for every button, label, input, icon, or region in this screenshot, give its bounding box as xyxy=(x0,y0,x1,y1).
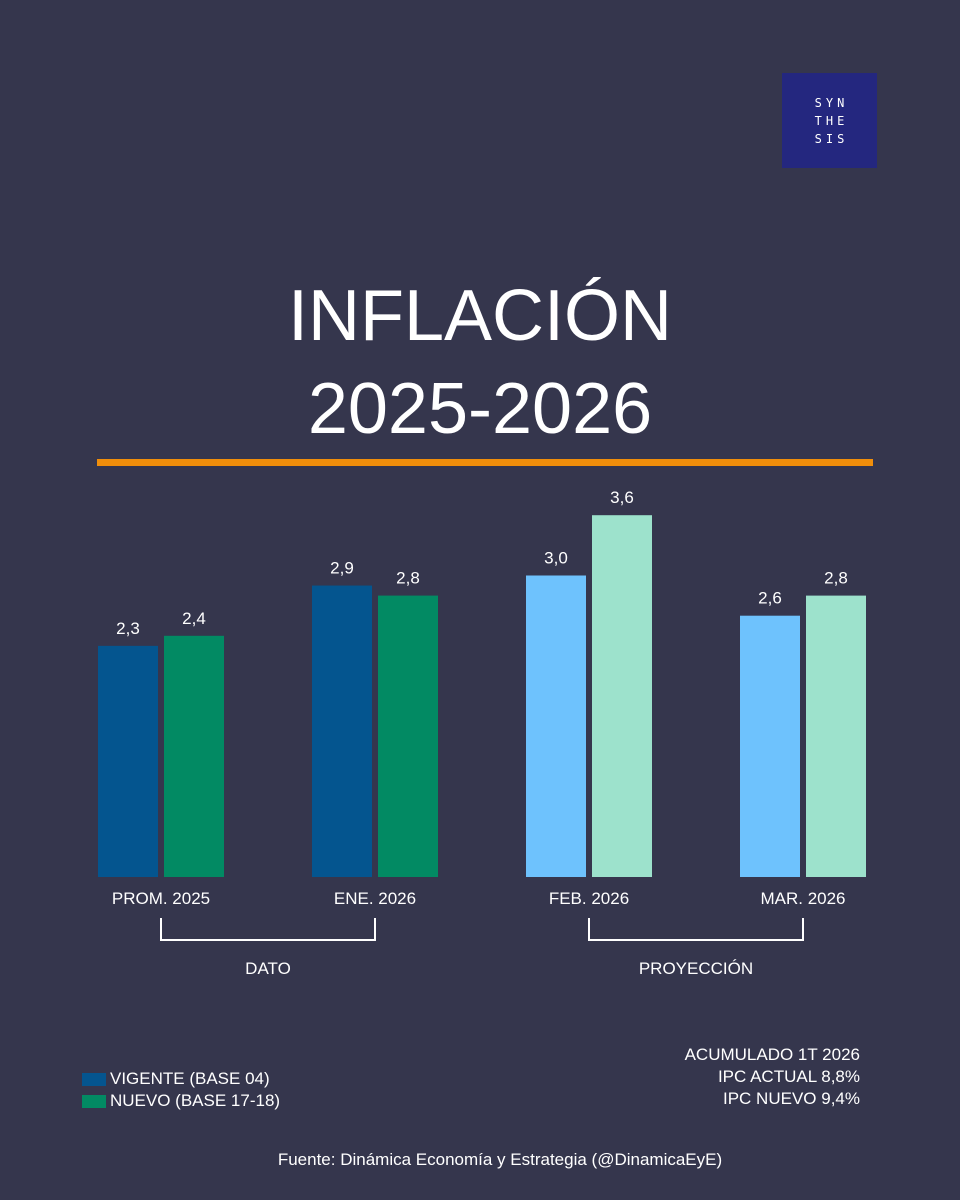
category-label-0: PROM. 2025 xyxy=(112,889,210,908)
bar-nuevo-1 xyxy=(378,595,438,877)
bar-vigente-1 xyxy=(312,585,372,877)
chart-subtitle: 2025-2026 xyxy=(307,369,653,449)
legend-swatch-vigente xyxy=(82,1072,106,1086)
data-label-vigente-1: 2,9 xyxy=(330,559,354,578)
legend-label-vigente: VIGENTE (BASE 04) xyxy=(110,1069,270,1088)
legend-label-nuevo: NUEVO (BASE 17-18) xyxy=(110,1091,281,1110)
cumulative-summary: ACUMULADO 1T 2026 IPC ACTUAL 8,8% IPC NU… xyxy=(685,1044,860,1110)
category-label-1: ENE. 2026 xyxy=(334,889,416,908)
logo-line-1: SYN xyxy=(814,95,849,110)
group-bracket-0 xyxy=(160,918,376,941)
legend-item-nuevo: NUEVO (BASE 17-18) xyxy=(82,1090,280,1112)
data-label-nuevo-3: 2,8 xyxy=(824,569,848,588)
logo-line-2: THE xyxy=(814,113,849,128)
category-label-2: FEB. 2026 xyxy=(549,889,629,908)
summary-heading: ACUMULADO 1T 2026 xyxy=(684,1045,860,1064)
data-label-nuevo-0: 2,4 xyxy=(182,609,206,628)
bar-nuevo-0 xyxy=(164,635,224,877)
summary-ipc-nuevo: IPC NUEVO 9,4% xyxy=(723,1089,860,1108)
legend-swatch-nuevo xyxy=(82,1094,106,1108)
logo-line-3: SIS xyxy=(814,131,849,146)
group-bracket-1 xyxy=(588,918,804,941)
category-label-3: MAR. 2026 xyxy=(760,889,845,908)
data-label-vigente-2: 3,0 xyxy=(544,549,568,568)
bar-vigente-3 xyxy=(740,615,800,877)
title-divider xyxy=(97,459,873,466)
bar-nuevo-3 xyxy=(806,595,866,877)
group-label-0: DATO xyxy=(245,959,291,978)
chart-title: INFLACIÓN xyxy=(287,276,673,356)
bar-vigente-2 xyxy=(526,575,586,877)
group-label-1: PROYECCIÓN xyxy=(639,959,753,978)
data-label-vigente-0: 2,3 xyxy=(116,619,140,638)
source-note: Fuente: Dinámica Economía y Estrategia (… xyxy=(277,1150,723,1169)
bar-nuevo-2 xyxy=(592,515,652,877)
summary-ipc-actual: IPC ACTUAL 8,8% xyxy=(717,1067,860,1086)
synthesis-logo: SYN THE SIS xyxy=(782,73,877,168)
legend: VIGENTE (BASE 04) NUEVO (BASE 17-18) xyxy=(82,1068,280,1112)
data-label-nuevo-1: 2,8 xyxy=(396,569,420,588)
data-label-nuevo-2: 3,6 xyxy=(610,488,634,507)
bar-vigente-0 xyxy=(98,645,158,877)
legend-item-vigente: VIGENTE (BASE 04) xyxy=(82,1068,280,1090)
data-label-vigente-3: 2,6 xyxy=(758,589,782,608)
